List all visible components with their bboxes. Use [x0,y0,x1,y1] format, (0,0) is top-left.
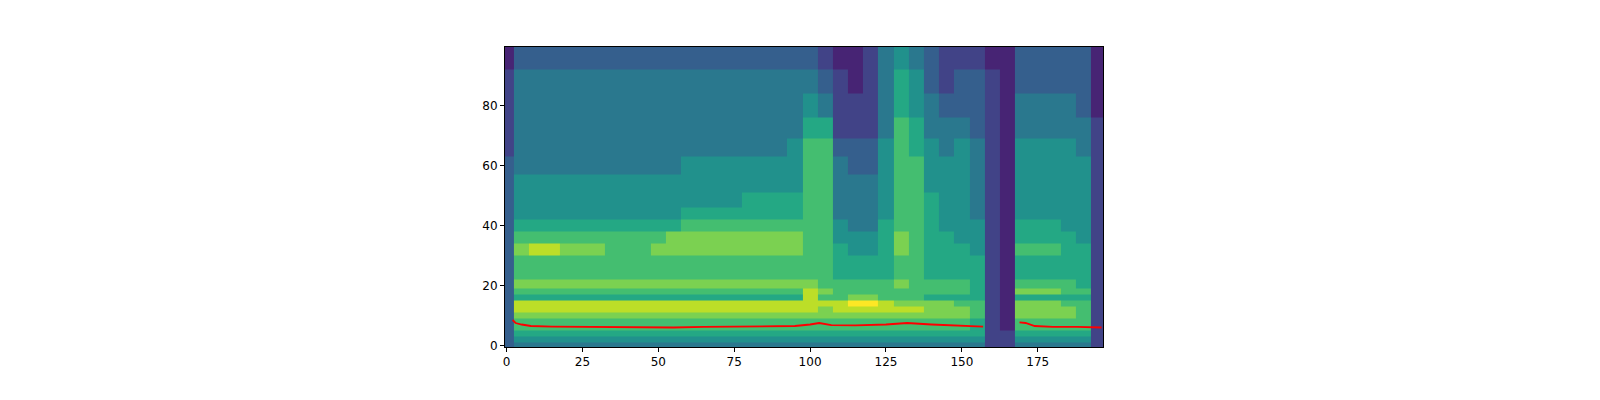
svg-text:80: 80 [482,99,497,113]
svg-text:100: 100 [799,355,822,369]
svg-text:50: 50 [651,355,666,369]
svg-text:20: 20 [482,279,497,293]
svg-text:75: 75 [727,355,742,369]
svg-text:40: 40 [482,219,497,233]
svg-text:125: 125 [875,355,898,369]
svg-text:0: 0 [503,355,511,369]
svg-text:25: 25 [575,355,590,369]
svg-text:0: 0 [490,339,498,353]
svg-text:150: 150 [950,355,973,369]
svg-text:175: 175 [1026,355,1049,369]
svg-text:60: 60 [482,159,497,173]
